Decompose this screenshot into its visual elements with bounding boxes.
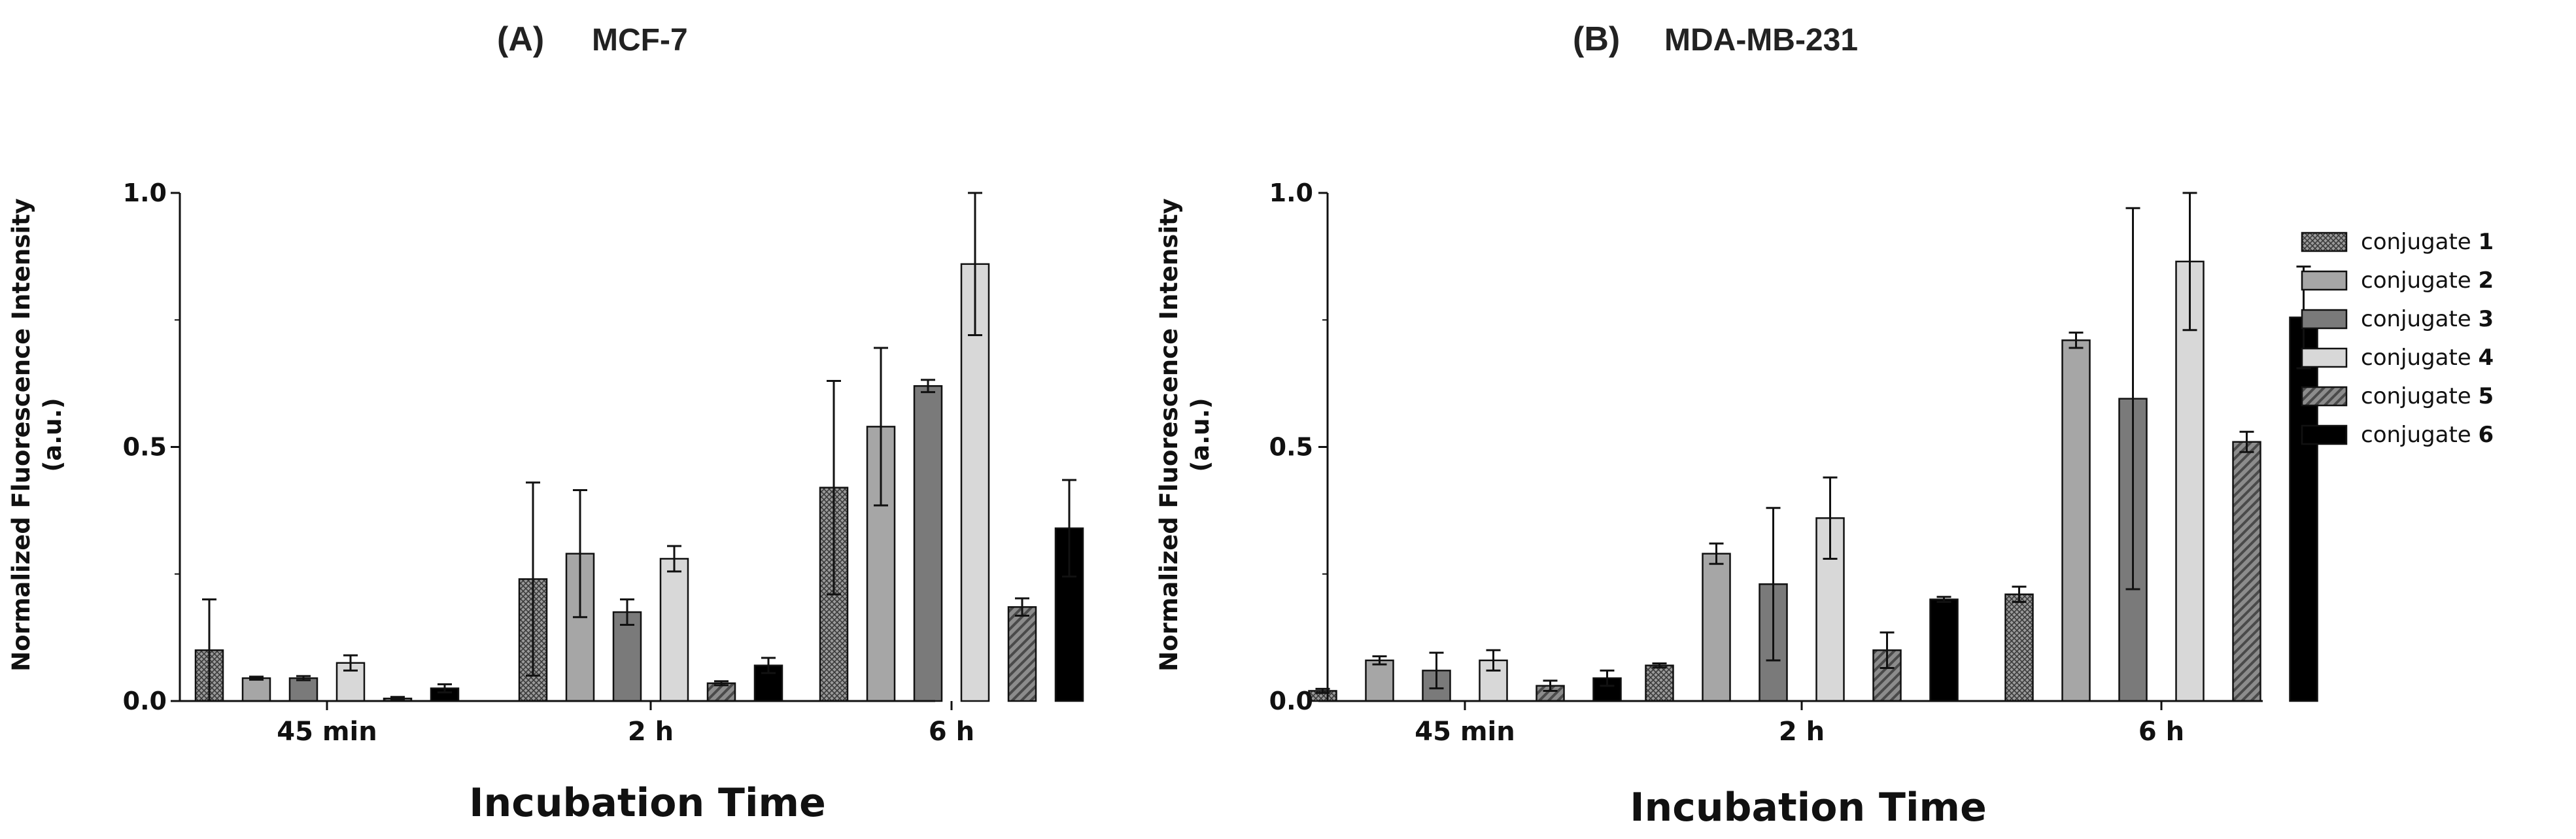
x-tick-label: 2 h bbox=[628, 717, 674, 747]
bar-conjugate-5-6-h bbox=[2232, 441, 2261, 702]
errorbar-conjugate-2-45-min bbox=[249, 676, 264, 681]
legend-label: conjugate 4 bbox=[2361, 345, 2494, 371]
bar-conjugate-2-45-min bbox=[241, 677, 271, 702]
bar-conjugate-3-6-h bbox=[913, 385, 943, 702]
errorbar-conjugate-6-2-h bbox=[761, 657, 776, 674]
x-tick-label: 2 h bbox=[1779, 717, 1825, 747]
legend-swatch bbox=[2301, 270, 2348, 291]
x-tick-label: 45 min bbox=[1415, 717, 1515, 747]
bar-conjugate-4-6-h bbox=[960, 263, 990, 702]
panel-a-chart: (A) MCF-7 Normalized Fluorescence Intens… bbox=[7, 20, 1084, 826]
errorbar-conjugate-5-45-min bbox=[1543, 679, 1558, 692]
legend-swatch bbox=[2301, 386, 2348, 407]
errorbar-conjugate-6-6-h bbox=[1062, 479, 1076, 578]
panel-a-letter: (A) bbox=[497, 20, 544, 58]
bar-conjugate-3-45-min bbox=[288, 677, 318, 702]
bar-conjugate-6-2-h bbox=[1929, 598, 1959, 702]
bar-conjugate-1-2-h bbox=[1645, 664, 1674, 702]
panel-b-plot-area: 0.0 0.5 1.0 45 min 2 h 6 h bbox=[1269, 179, 2318, 747]
legend-swatch bbox=[2301, 309, 2348, 330]
y-tick-label: 0.0 bbox=[1269, 687, 1313, 715]
errorbar-conjugate-5-6-h bbox=[2239, 430, 2254, 453]
errorbar-conjugate-5-2-h bbox=[1880, 631, 1895, 669]
panel-a-xlabel: Incubation Time bbox=[469, 780, 826, 826]
bar-conjugate-2-6-h bbox=[2061, 339, 2091, 702]
legend: conjugate 1 conjugate 2 conjugate 3 conjuga… bbox=[2301, 229, 2494, 448]
errorbar-conjugate-2-2-h bbox=[1709, 542, 1724, 565]
panel-b-letter: (B) bbox=[1573, 20, 1620, 58]
errorbar-conjugate-3-6-h bbox=[921, 379, 935, 394]
legend-swatch bbox=[2301, 347, 2348, 368]
errorbar-conjugate-3-2-h bbox=[1766, 507, 1781, 662]
legend-label: conjugate 5 bbox=[2361, 383, 2494, 409]
x-tick-label: 6 h bbox=[929, 717, 974, 747]
errorbar-conjugate-5-2-h bbox=[714, 680, 729, 687]
y-tick-label: 0.5 bbox=[1269, 433, 1313, 462]
x-tick-label: 6 h bbox=[2138, 717, 2184, 747]
legend-label: conjugate 2 bbox=[2361, 267, 2494, 294]
errorbar-conjugate-2-6-h bbox=[2069, 332, 2084, 349]
errorbar-conjugate-2-6-h bbox=[874, 347, 888, 507]
bar-conjugate-5-6-h bbox=[1007, 606, 1037, 702]
errorbar-conjugate-3-45-min bbox=[1429, 651, 1444, 690]
errorbar-conjugate-6-45-min bbox=[438, 683, 452, 694]
y-tick-label: 0.0 bbox=[123, 687, 167, 715]
y-tick-label: 1.0 bbox=[123, 179, 167, 207]
bar-conjugate-5-2-h bbox=[1872, 649, 1902, 702]
panel-a-ylabel-line2: (a.u.) bbox=[39, 398, 67, 471]
errorbar-conjugate-3-45-min bbox=[296, 675, 311, 681]
legend-label: conjugate 1 bbox=[2361, 229, 2494, 255]
panel-a-plot-area: 0.0 0.5 1.0 45 min 2 h 6 h bbox=[123, 179, 1084, 747]
errorbar-conjugate-1-2-h bbox=[526, 481, 540, 677]
panel-b-ylabel: Normalized Fluorescence Intensity (a.u.) bbox=[1155, 198, 1214, 672]
panel-b-ylabel-line1: Normalized Fluorescence Intensity bbox=[1155, 198, 1183, 672]
errorbar-conjugate-1-2-h bbox=[1652, 662, 1667, 669]
panel-a-ylabel: Normalized Fluorescence Intensity (a.u.) bbox=[7, 198, 67, 672]
errorbar-conjugate-4-45-min bbox=[1486, 649, 1501, 672]
panel-b-ylabel-line2: (a.u.) bbox=[1186, 398, 1214, 471]
errorbar-conjugate-4-45-min bbox=[343, 654, 358, 672]
bar-conjugate-6-6-h bbox=[2289, 317, 2318, 702]
y-tick-label: 0.5 bbox=[123, 433, 167, 462]
errorbar-conjugate-5-45-min bbox=[390, 696, 405, 701]
errorbar-conjugate-3-6-h bbox=[2125, 207, 2140, 591]
legend-swatch bbox=[2301, 231, 2348, 252]
errorbar-conjugate-4-2-h bbox=[1823, 476, 1838, 560]
legend-label: conjugate 3 bbox=[2361, 306, 2494, 332]
panel-b-xlabel: Incubation Time bbox=[1630, 785, 1987, 830]
panel-b-title: MDA-MB-231 bbox=[1664, 23, 1858, 58]
errorbar-conjugate-4-6-h bbox=[968, 192, 982, 337]
errorbar-conjugate-2-45-min bbox=[1372, 655, 1387, 666]
y-tick-label: 1.0 bbox=[1269, 179, 1313, 207]
bar-conjugate-1-6-h bbox=[2004, 593, 2034, 702]
errorbar-conjugate-4-6-h bbox=[2182, 192, 2197, 332]
legend-label: conjugate 6 bbox=[2361, 422, 2494, 448]
bar-conjugate-4-2-h bbox=[659, 558, 689, 702]
bar-conjugate-2-2-h bbox=[1702, 553, 1731, 702]
legend-swatch bbox=[2301, 424, 2348, 445]
errorbar-conjugate-5-6-h bbox=[1015, 597, 1029, 617]
panel-a-title: MCF-7 bbox=[592, 23, 688, 58]
errorbar-conjugate-1-6-h bbox=[827, 379, 841, 596]
errorbar-conjugate-6-45-min bbox=[1600, 669, 1615, 687]
errorbar-conjugate-4-2-h bbox=[667, 545, 681, 573]
panel-b-chart: (B) MDA-MB-231 Normalized Fluorescence I… bbox=[1155, 20, 2318, 830]
errorbar-conjugate-1-6-h bbox=[2012, 585, 2027, 603]
errorbar-conjugate-2-2-h bbox=[573, 489, 587, 619]
errorbar-conjugate-6-2-h bbox=[1936, 596, 1951, 603]
panel-a-ylabel-line1: Normalized Fluorescence Intensity bbox=[7, 198, 35, 672]
x-tick-label: 45 min bbox=[277, 717, 377, 747]
bar-conjugate-2-45-min bbox=[1365, 659, 1394, 702]
errorbar-conjugate-3-2-h bbox=[620, 598, 634, 626]
